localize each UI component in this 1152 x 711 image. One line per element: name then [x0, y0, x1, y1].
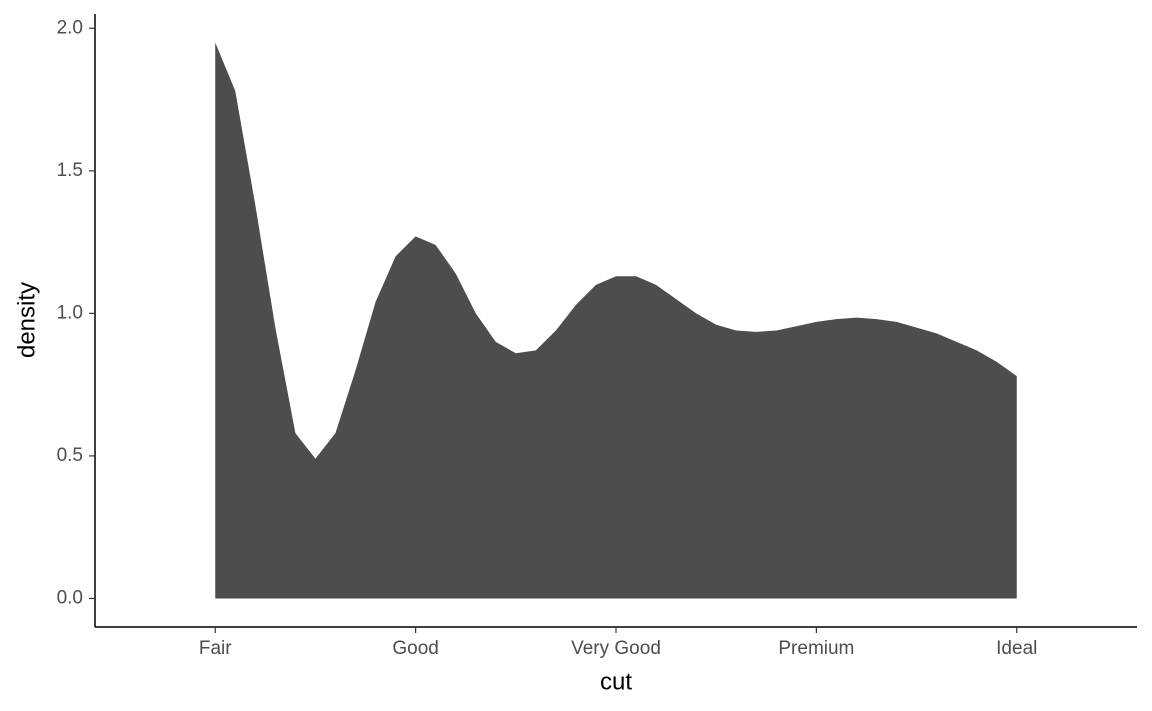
x-tick-label: Very Good: [571, 638, 661, 659]
x-tick-label: Good: [392, 638, 438, 659]
y-tick-label: 0.0: [57, 588, 83, 609]
y-tick-label: 2.0: [57, 17, 83, 38]
x-tick-label: Premium: [778, 638, 854, 659]
x-tick-label: Fair: [199, 638, 232, 659]
y-tick-label: 1.0: [57, 302, 83, 323]
density-area: [215, 42, 1017, 599]
y-axis-title: density: [13, 282, 40, 358]
x-axis-title: cut: [600, 668, 632, 695]
y-tick-label: 1.5: [57, 160, 83, 181]
y-tick-label: 0.5: [57, 445, 83, 466]
x-tick-label: Ideal: [996, 638, 1037, 659]
